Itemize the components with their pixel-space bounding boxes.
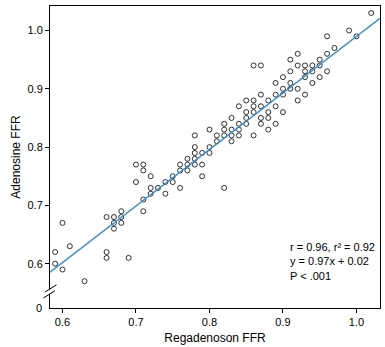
svg-text:0.6: 0.6 [55,316,70,328]
svg-text:0.8: 0.8 [202,316,217,328]
svg-text:0.7: 0.7 [128,316,143,328]
svg-text:Adenosine FFR: Adenosine FFR [9,115,23,199]
svg-text:0.6: 0.6 [28,258,43,270]
svg-text:0: 0 [36,302,42,314]
svg-text:0.9: 0.9 [28,83,43,95]
svg-text:1.0: 1.0 [28,24,43,36]
svg-text:0.9: 0.9 [275,316,290,328]
svg-text:r = 0.96, r² = 0.92y = 0.97x +: r = 0.96, r² = 0.92y = 0.97x + 0.02P < .… [290,241,375,282]
svg-text:0.7: 0.7 [28,199,43,211]
svg-text:0.8: 0.8 [28,141,43,153]
svg-text:1.0: 1.0 [349,316,364,328]
svg-text:Regadenoson FFR: Regadenoson FFR [164,331,266,345]
